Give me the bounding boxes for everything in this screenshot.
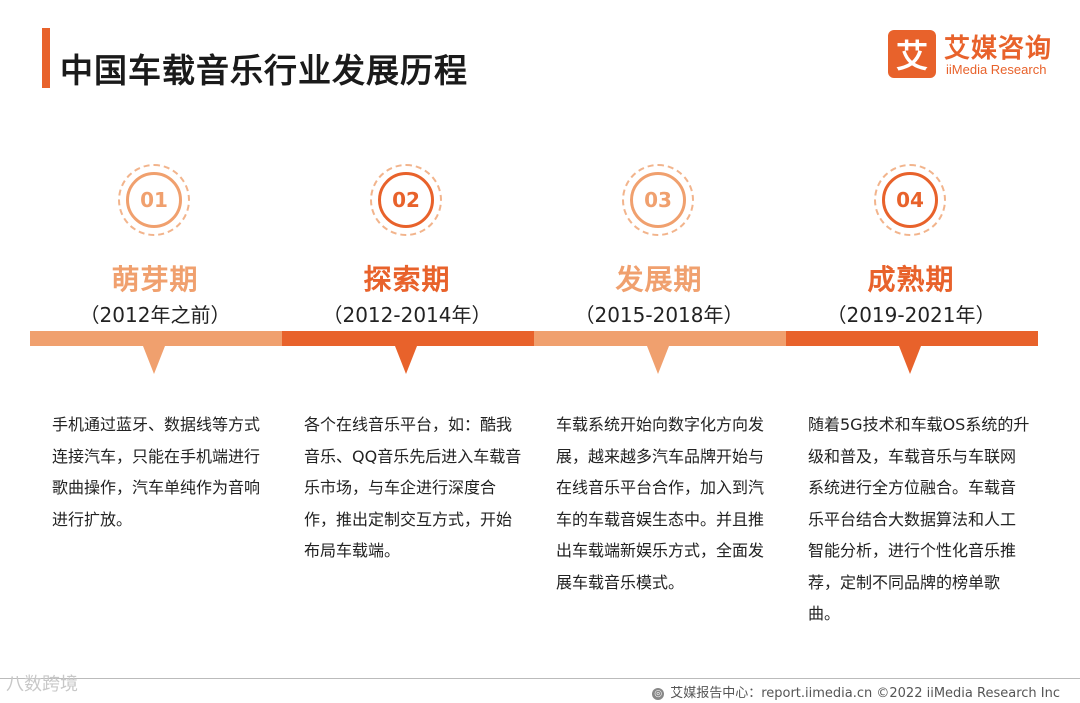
timeline-bar-segment	[786, 331, 1038, 346]
stage-period: （2015-2018年）	[574, 303, 744, 327]
stage-4: 04 成熟期 （2019-2021年） 随着5G技术和车载OS系统的升级和普及，…	[786, 0, 1038, 703]
stage-1: 01 萌芽期 （2012年之前） 手机通过蓝牙、数据线等方式连接汽车，只能在手机…	[30, 0, 282, 703]
stage-name: 探索期	[363, 263, 451, 296]
title-accent-bar	[42, 28, 50, 88]
stage-badge-ring	[118, 164, 190, 236]
stage-name: 成熟期	[867, 263, 955, 296]
stage-badge-ring	[874, 164, 946, 236]
logo-cn-text: 艾媒咨询	[944, 34, 1053, 64]
footer-divider	[0, 678, 1080, 679]
stage-period: （2012-2014年）	[322, 303, 492, 327]
source-icon: ◎	[652, 687, 665, 700]
stage-period: （2012年之前）	[79, 303, 231, 327]
timeline-pointer	[395, 346, 417, 374]
logo-mark: 艾	[888, 30, 936, 78]
stage-name: 发展期	[615, 263, 703, 296]
logo-en-text: iiMedia Research	[946, 62, 1047, 77]
page-title: 中国车载音乐行业发展历程	[60, 51, 468, 90]
stage-number-badge: 01	[126, 172, 182, 228]
stage-period: （2019-2021年）	[826, 303, 996, 327]
timeline-bar-segment	[534, 331, 786, 346]
timeline-pointer	[899, 346, 921, 374]
brand-logo: 艾 艾媒咨询 iiMedia Research	[888, 30, 1068, 82]
stage-description: 手机通过蓝牙、数据线等方式连接汽车，只能在手机端进行歌曲操作，汽车单纯作为音响进…	[52, 415, 261, 529]
footer-text: 艾媒报告中心：report.iimedia.cn ©2022 iiMedia R…	[670, 686, 1060, 701]
stage-name: 萌芽期	[111, 263, 199, 296]
stage-badge-ring	[622, 164, 694, 236]
stage-description: 车载系统开始向数字化方向发展，越来越多汽车品牌开始与在线音乐平台合作，加入到汽车…	[556, 415, 765, 592]
stage-number-badge: 02	[378, 172, 434, 228]
stage-number-badge: 03	[630, 172, 686, 228]
watermark: 八数跨境	[6, 674, 78, 695]
timeline-bar-segment	[30, 331, 282, 346]
footer-source: ◎ 艾媒报告中心：report.iimedia.cn ©2022 iiMedia …	[652, 682, 1060, 701]
stage-description: 各个在线音乐平台，如：酷我音乐、QQ音乐先后进入车载音乐市场，与车企进行深度合作…	[304, 415, 522, 560]
stage-number-badge: 04	[882, 172, 938, 228]
stage-2: 02 探索期 （2012-2014年） 各个在线音乐平台，如：酷我音乐、QQ音乐…	[282, 0, 534, 703]
stage-badge-ring	[370, 164, 442, 236]
timeline-pointer	[143, 346, 165, 374]
timeline-bar-segment	[282, 331, 534, 346]
timeline-pointer	[647, 346, 669, 374]
stage-description: 随着5G技术和车载OS系统的升级和普及，车载音乐与车联网系统进行全方位融合。车载…	[808, 415, 1030, 623]
stage-3: 03 发展期 （2015-2018年） 车载系统开始向数字化方向发展，越来越多汽…	[534, 0, 786, 703]
